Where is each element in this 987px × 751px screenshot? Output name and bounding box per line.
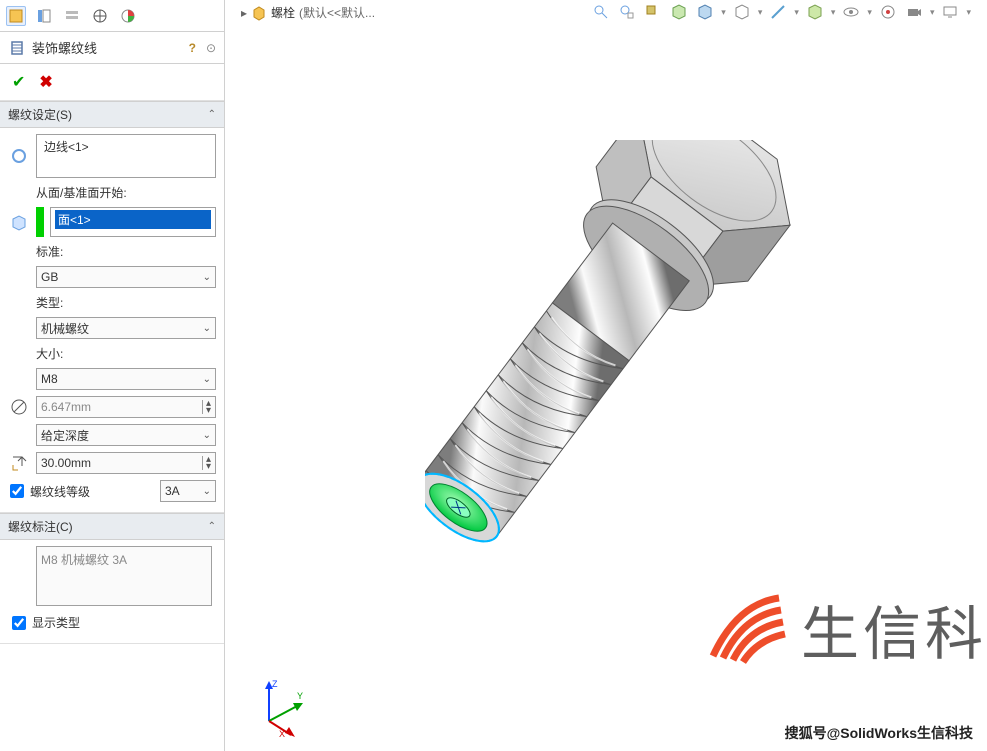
thread-class-label: 螺纹线等级 (30, 483, 90, 500)
feature-manager-tab[interactable] (6, 6, 26, 26)
diameter-spinner[interactable]: 6.647mm ▴▾ (36, 396, 216, 418)
chevron-down-icon: ⌄ (203, 272, 211, 283)
attribution-text: 搜狐号@SolidWorks生信科技 (785, 723, 973, 743)
dim-tab[interactable] (90, 6, 110, 26)
standard-dropdown[interactable]: GB⌄ (36, 266, 216, 288)
depth-icon (10, 454, 28, 472)
breadcrumb-arrow-icon: ▸ (241, 6, 247, 20)
bolt-model[interactable] (425, 140, 987, 660)
watermark: 生信科 (707, 587, 987, 671)
zoom-icon[interactable] (591, 2, 611, 22)
view-toolbar: ▾ ▾ ▾ ▾ ▾ ▾ ▾ (591, 2, 971, 22)
end-condition-value: 给定深度 (41, 427, 203, 444)
diameter-value: 6.647mm (41, 400, 202, 414)
chevron-up-icon: ⌃ (208, 109, 216, 120)
size-dropdown[interactable]: M8⌄ (36, 368, 216, 390)
watermark-text: 生信科 (801, 587, 987, 671)
orientation-triad[interactable]: Z Y X (247, 677, 307, 737)
face-icon (10, 213, 28, 231)
property-tab[interactable] (34, 6, 54, 26)
breadcrumb: ▸ 螺栓 (默认<<默认... (241, 4, 375, 21)
type-dropdown[interactable]: 机械螺纹⌄ (36, 317, 216, 339)
breadcrumb-part[interactable]: 螺栓 (271, 4, 295, 21)
view-settings-icon[interactable] (841, 2, 861, 22)
zoom-fit-icon[interactable] (617, 2, 637, 22)
hide-show-icon[interactable] (732, 2, 752, 22)
feature-header: 装饰螺纹线 ? ⊙ (0, 32, 224, 64)
ok-button[interactable]: ✔ (12, 72, 25, 92)
type-label: 类型: (36, 294, 216, 311)
chevron-down-icon: ⌄ (203, 374, 211, 385)
thread-settings-header-label: 螺纹设定(S) (8, 106, 72, 123)
apply-scene-icon[interactable] (805, 2, 825, 22)
chevron-up-icon: ⌃ (208, 521, 216, 532)
thread-class-value: 3A (165, 484, 203, 498)
edge-selection-item[interactable]: 边线<1> (41, 137, 211, 156)
face-selection-indicator (36, 207, 44, 237)
confirm-bar: ✔ ✖ (0, 64, 224, 101)
chevron-down-icon: ⌄ (203, 430, 211, 441)
standard-label: 标准: (36, 243, 216, 260)
monitor-icon[interactable] (940, 2, 960, 22)
face-selection-item[interactable]: 面<1> (55, 210, 211, 229)
section-view-icon[interactable] (669, 2, 689, 22)
config-tab[interactable] (62, 6, 82, 26)
thread-callout-group: 螺纹标注(C) ⌃ M8 机械螺纹 3A 显示类型 (0, 513, 224, 644)
standard-value: GB (41, 270, 203, 284)
edit-appearance-icon[interactable] (768, 2, 788, 22)
display-style-icon[interactable] (695, 2, 715, 22)
part-icon (251, 5, 267, 21)
diameter-icon (10, 398, 28, 416)
thread-settings-group: 螺纹设定(S) ⌃ 边线<1> 从面/基准面开始: 面<1> (0, 101, 224, 513)
callout-textarea[interactable]: M8 机械螺纹 3A (36, 546, 212, 606)
triad-z-label: Z (272, 679, 278, 689)
thread-class-checkbox[interactable] (10, 484, 24, 498)
pin-icon[interactable]: ⊙ (206, 41, 216, 55)
depth-value: 30.00mm (41, 456, 202, 470)
graphics-viewport[interactable]: ▸ 螺栓 (默认<<默认... ▾ ▾ ▾ ▾ ▾ ▾ ▾ (225, 0, 987, 751)
help-icon[interactable]: ? (189, 41, 196, 55)
thread-settings-header[interactable]: 螺纹设定(S) ⌃ (0, 101, 224, 128)
panel-tab-strip (0, 0, 224, 32)
type-value: 机械螺纹 (41, 320, 203, 337)
face-selection-box[interactable]: 面<1> (50, 207, 216, 237)
triad-y-label: Y (297, 691, 303, 701)
thread-class-dropdown[interactable]: 3A⌄ (160, 480, 216, 502)
zoom-area-icon[interactable] (643, 2, 663, 22)
breadcrumb-config: (默认<<默认... (299, 4, 375, 21)
triad-x-label: X (279, 729, 285, 737)
show-type-checkbox[interactable] (12, 616, 26, 630)
edge-selection-box[interactable]: 边线<1> (36, 134, 216, 178)
thread-callout-header[interactable]: 螺纹标注(C) ⌃ (0, 513, 224, 540)
depth-spinner[interactable]: 30.00mm ▴▾ (36, 452, 216, 474)
property-panel: 装饰螺纹线 ? ⊙ ✔ ✖ 螺纹设定(S) ⌃ 边线<1> (0, 0, 225, 751)
watermark-logo-icon (707, 594, 787, 664)
render-icon[interactable] (878, 2, 898, 22)
start-from-label: 从面/基准面开始: (36, 184, 216, 201)
edge-icon (10, 147, 28, 165)
thread-callout-header-label: 螺纹标注(C) (8, 518, 73, 535)
size-value: M8 (41, 372, 203, 386)
app-root: 装饰螺纹线 ? ⊙ ✔ ✖ 螺纹设定(S) ⌃ 边线<1> (0, 0, 987, 751)
feature-title: 装饰螺纹线 (32, 38, 97, 57)
cosmetic-thread-icon (8, 39, 26, 57)
cancel-button[interactable]: ✖ (39, 72, 52, 92)
size-label: 大小: (36, 345, 216, 362)
chevron-down-icon: ⌄ (203, 323, 211, 334)
appearance-tab[interactable] (118, 6, 138, 26)
show-type-label: 显示类型 (32, 614, 80, 631)
chevron-down-icon: ⌄ (203, 486, 211, 497)
end-condition-dropdown[interactable]: 给定深度⌄ (36, 424, 216, 446)
camera-icon[interactable] (904, 2, 924, 22)
